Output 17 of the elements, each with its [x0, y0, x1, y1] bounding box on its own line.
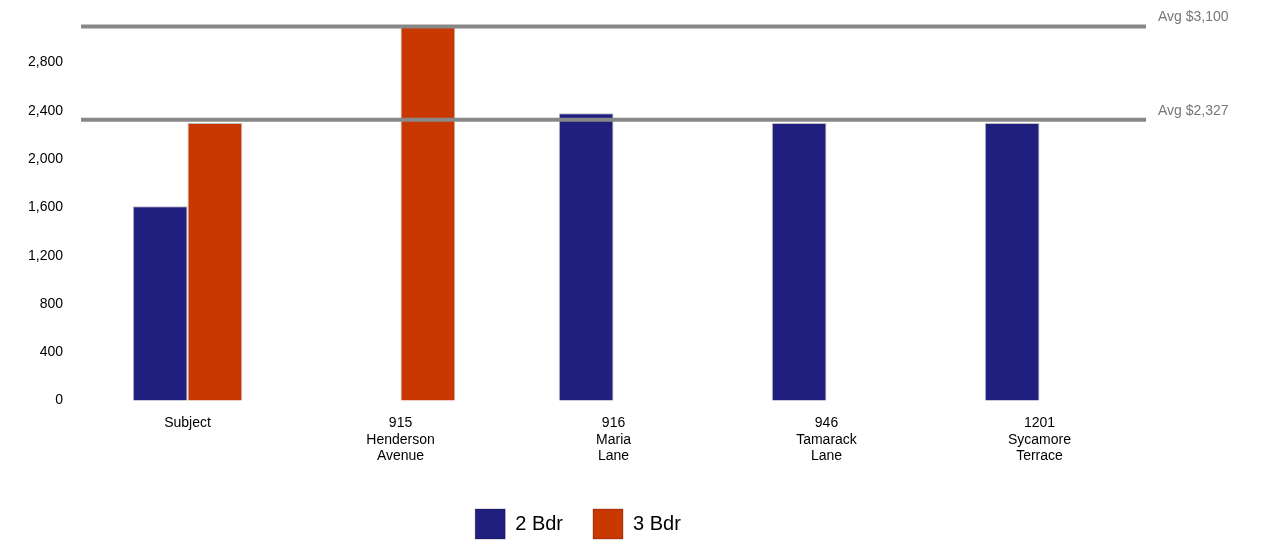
y-tick-label: 800: [39, 294, 64, 311]
y-tick-label: 2,000: [27, 150, 64, 167]
y-tick-label: 400: [39, 343, 64, 360]
x-tick-label: 915 Henderson Avenue: [366, 413, 435, 464]
x-tick-label: 916 Maria Lane: [596, 413, 632, 464]
ref-line-label: Avg $2,327: [1158, 101, 1229, 118]
y-tick-label: 2,400: [27, 101, 64, 118]
x-tick-label: 946 Tamarack Lane: [796, 413, 858, 464]
y-tick-label: 1,600: [27, 198, 64, 215]
legend-label: 3 Bdr: [633, 511, 682, 534]
x-tick-label: Subject: [164, 413, 211, 430]
y-tick-label: 0: [55, 391, 64, 408]
y-tick-label: 2,800: [27, 53, 64, 70]
legend-label: 2 Bdr: [515, 511, 564, 534]
y-tick-label: 1,200: [27, 246, 64, 263]
x-tick-label: 1201 Sycamore Terrace: [1007, 413, 1072, 464]
ref-line-label: Avg $3,100: [1158, 8, 1229, 25]
